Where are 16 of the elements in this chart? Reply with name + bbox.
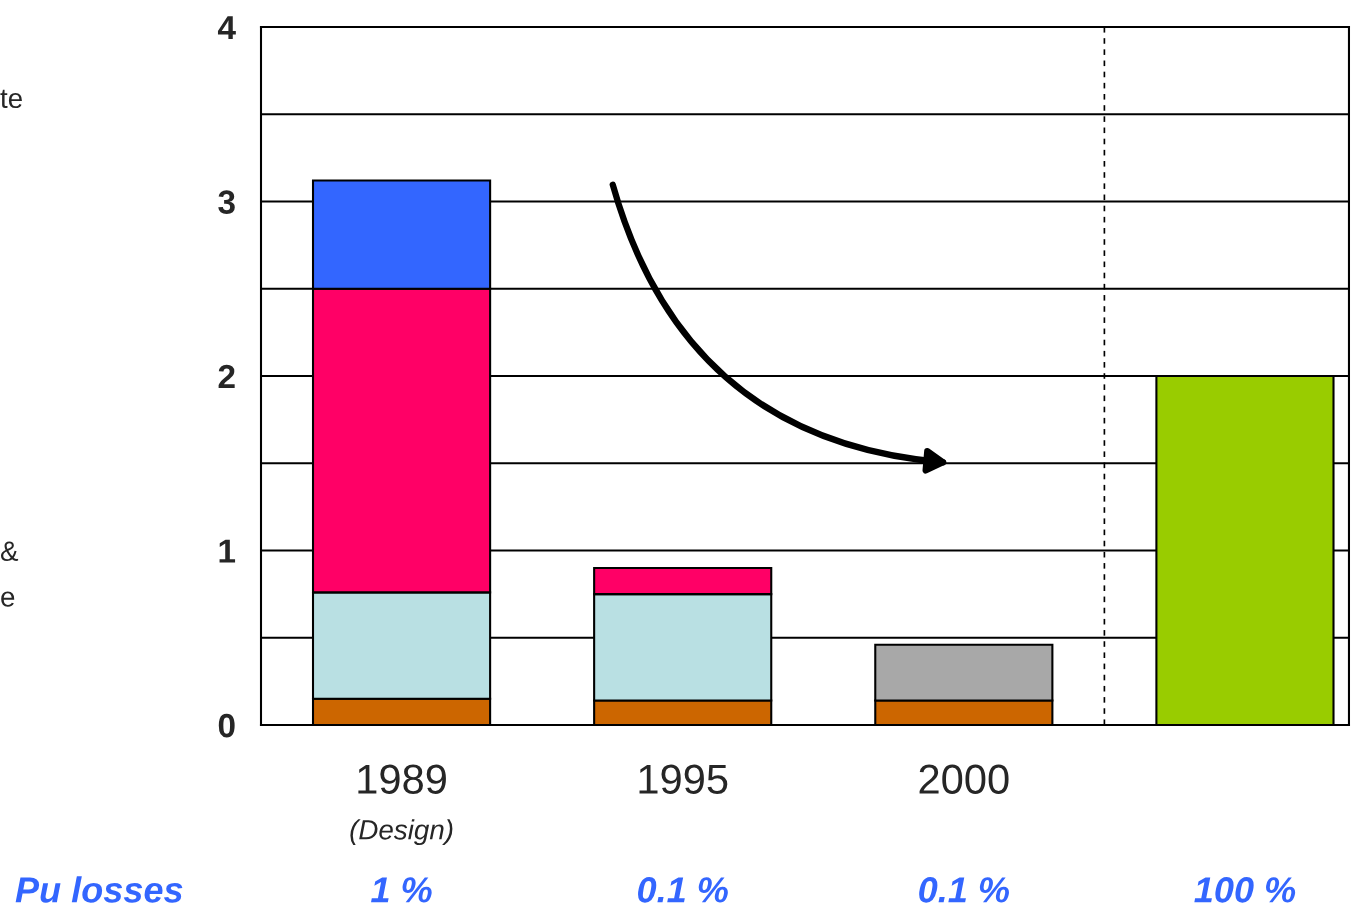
y-tick-label: 2 (218, 364, 235, 389)
x-tick-label: 1995 (639, 764, 728, 794)
text: 100 % (1194, 877, 1296, 903)
x-tick-label: 1989 (Design) (350, 764, 453, 846)
text: e (1, 591, 15, 607)
text: 0.1 % (919, 877, 1009, 903)
y-tick-label: 3 (218, 190, 235, 214)
text: & (0, 541, 19, 562)
text: 1 % (371, 877, 432, 903)
y-tick-label: 4 (217, 16, 236, 40)
text: Pu losses (15, 876, 183, 903)
y-tick-label: 0 (218, 713, 235, 738)
x-tick-label: 2000 (919, 764, 1009, 794)
y-tick-label: 1 (219, 539, 236, 563)
text: 0.1 % (638, 877, 728, 903)
text: te (0, 89, 22, 109)
